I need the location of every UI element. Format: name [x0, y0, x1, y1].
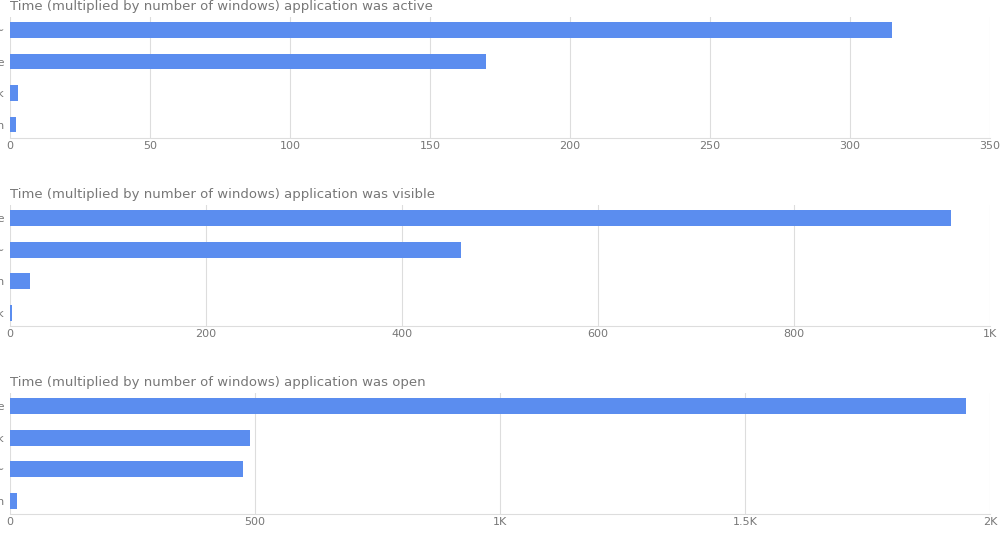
Bar [10, 273, 30, 289]
Bar [10, 305, 12, 321]
Text: Time (multiplied by number of windows) application was active: Time (multiplied by number of windows) a… [10, 0, 433, 13]
Bar [10, 430, 250, 446]
Bar [10, 242, 461, 258]
Bar [10, 210, 951, 226]
Bar [10, 398, 966, 414]
Bar [10, 85, 18, 101]
Bar [10, 22, 892, 38]
Bar [10, 461, 243, 477]
Bar [10, 54, 486, 70]
Bar [10, 117, 16, 133]
Text: Time (multiplied by number of windows) application was visible: Time (multiplied by number of windows) a… [10, 188, 435, 201]
Bar [10, 493, 17, 509]
Text: Time (multiplied by number of windows) application was open: Time (multiplied by number of windows) a… [10, 376, 426, 389]
